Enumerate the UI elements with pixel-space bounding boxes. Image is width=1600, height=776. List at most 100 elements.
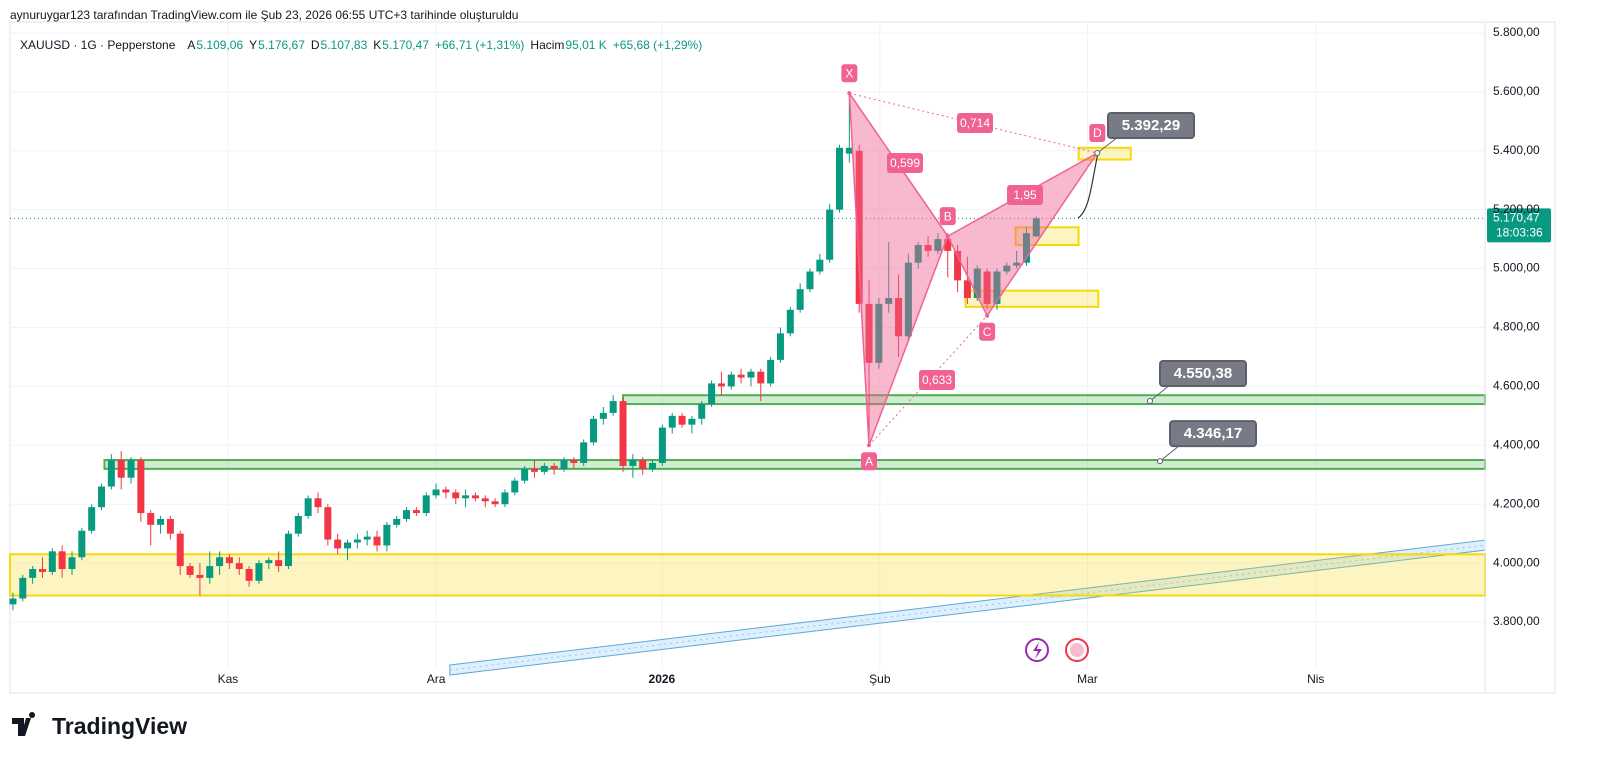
- y-tick-label: 5.200,00: [1493, 202, 1540, 216]
- pattern-point: [867, 443, 872, 448]
- candle-body: [393, 518, 401, 525]
- pattern-label: C: [983, 325, 992, 339]
- last-price: 5.170,47: [1493, 211, 1540, 225]
- candle-body: [698, 404, 706, 419]
- pattern-point: [985, 313, 990, 318]
- ratio-label: 0,633: [922, 373, 952, 387]
- candle-body: [855, 150, 863, 304]
- brand: TradingView: [52, 713, 187, 739]
- candle-body: [157, 518, 165, 525]
- candle-body: [757, 371, 765, 384]
- price-tag: 4.346,17: [1184, 425, 1242, 442]
- x-tick-label: Nis: [1307, 672, 1324, 686]
- candle-body: [403, 510, 411, 519]
- legend-change: +66,71 (+1,31%): [435, 38, 524, 52]
- candle-body: [668, 415, 676, 428]
- candle-body: [58, 551, 66, 570]
- x-tick-label: Mar: [1077, 672, 1098, 686]
- tag-anchor: [1157, 458, 1163, 465]
- y-tick-label: 4.200,00: [1493, 496, 1540, 510]
- candle-body: [511, 480, 519, 493]
- candle-body: [255, 563, 263, 581]
- candle-body: [629, 460, 637, 466]
- candle-body: [885, 298, 893, 304]
- y-tick-label: 3.800,00: [1493, 614, 1540, 628]
- tag-bg: [1159, 360, 1247, 388]
- candle-body: [442, 489, 450, 493]
- candle-body: [196, 574, 204, 578]
- legend-low: 5.107,83: [321, 38, 368, 52]
- candle-body: [324, 507, 332, 540]
- candle-body: [963, 280, 971, 299]
- candle-body: [137, 460, 145, 514]
- candle-body: [1013, 262, 1021, 266]
- candle-body: [491, 501, 499, 505]
- candle-body: [904, 262, 912, 337]
- candle-body: [639, 460, 647, 469]
- legend-low-label: D: [311, 38, 320, 52]
- tag-pointer: [1149, 384, 1171, 402]
- x-tick-label: Kas: [218, 672, 239, 686]
- candle-body: [590, 418, 598, 443]
- candle-body: [570, 460, 578, 463]
- candle-body: [806, 271, 814, 290]
- tag-bg: [1169, 420, 1257, 448]
- ratio-bg: [919, 370, 955, 390]
- last-price-bg: [1487, 208, 1551, 243]
- candle-body: [580, 442, 588, 463]
- pattern-point: [945, 234, 950, 239]
- candle-body: [649, 462, 657, 469]
- candle-body: [599, 412, 607, 419]
- frame: [9, 21, 1556, 694]
- candle-body: [314, 498, 322, 508]
- y-tick-label: 4.400,00: [1493, 437, 1540, 451]
- candle-body: [235, 563, 243, 570]
- candle-body: [678, 415, 686, 425]
- tag-anchor: [1094, 149, 1101, 156]
- legend-close: 5.170,47: [382, 38, 429, 52]
- candle-body: [609, 401, 617, 413]
- zone: [103, 459, 1486, 470]
- candle-body: [452, 492, 460, 499]
- candle-body: [914, 244, 922, 263]
- candle-body: [48, 551, 56, 572]
- candle-body: [826, 209, 834, 260]
- candle-body: [845, 147, 853, 154]
- x-tick-label: 2026: [649, 672, 676, 686]
- ratio-label: 0,714: [960, 116, 990, 130]
- y-tick-label: 5.400,00: [1493, 143, 1540, 157]
- candle-body: [875, 303, 883, 363]
- candle-body: [786, 309, 794, 334]
- candle-body: [98, 486, 106, 508]
- candle-body: [462, 495, 470, 499]
- candle-body: [727, 374, 735, 387]
- projection-arrow: [1077, 152, 1099, 219]
- candle-body: [9, 598, 17, 605]
- candle-body: [983, 271, 991, 304]
- x-tick-label: Şub: [869, 672, 891, 686]
- candle-body: [471, 495, 479, 499]
- candle-body: [688, 418, 696, 425]
- pattern-label-bg: [939, 207, 956, 226]
- y-tick-label: 5.800,00: [1493, 25, 1540, 39]
- tag-pointer: [1159, 444, 1181, 462]
- ratio-label: 1,95: [1013, 188, 1037, 202]
- price-tag: 4.550,38: [1174, 365, 1232, 382]
- ratio-bg: [957, 113, 993, 133]
- tag-pointer: [1097, 136, 1119, 154]
- candle-body: [560, 460, 568, 469]
- legend-open-label: A: [187, 38, 195, 52]
- tag-bg: [1107, 111, 1195, 139]
- pattern-point: [847, 91, 852, 96]
- pattern-xab: [848, 90, 949, 446]
- candle-body: [353, 539, 361, 543]
- legend-close-label: K: [373, 38, 381, 52]
- x-tick-label: Ara: [427, 672, 446, 686]
- candle-body: [304, 498, 312, 516]
- pattern-label: D: [1093, 126, 1102, 140]
- candle-body: [550, 465, 558, 469]
- price-tag: 5.392,29: [1122, 117, 1180, 134]
- logo: TradingView: [12, 712, 187, 739]
